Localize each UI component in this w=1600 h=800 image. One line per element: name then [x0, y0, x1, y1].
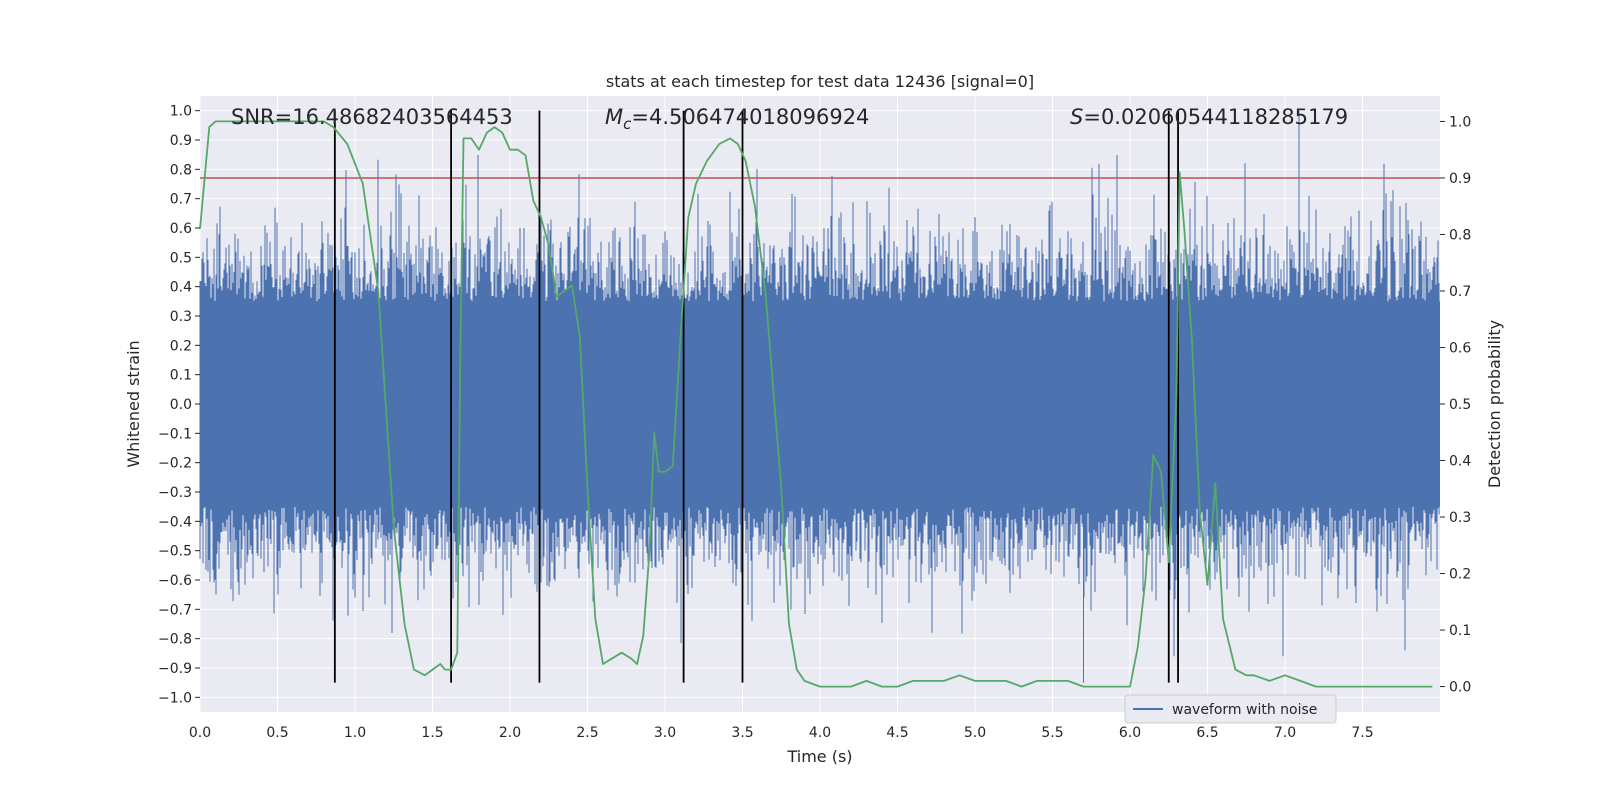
- right-tick-label: 0.3: [1449, 510, 1471, 526]
- left-tick-label: 0.9: [170, 133, 192, 149]
- x-tick-label: 7.0: [1274, 725, 1296, 741]
- left-tick-label: 0.3: [170, 309, 192, 325]
- x-tick-label: 3.5: [731, 725, 753, 741]
- legend-label: waveform with noise: [1172, 702, 1317, 718]
- probability-series: [199, 120, 1433, 688]
- left-tick-label: −0.6: [158, 573, 192, 589]
- left-tick-label: 0.7: [170, 192, 192, 208]
- right-tick-label: 0.9: [1449, 171, 1471, 187]
- right-tick-label: 0.0: [1449, 680, 1471, 696]
- spin-annotation: S=0.02060544118285179: [1070, 105, 1348, 129]
- detection-probability-line: [199, 120, 1433, 688]
- x-tick-label: 6.5: [1196, 725, 1218, 741]
- right-y-axis-label: Detection probability: [1485, 320, 1504, 488]
- left-tick-label: −0.4: [158, 514, 192, 530]
- waveform-line: [199, 110, 1440, 683]
- left-tick-label: −1.0: [158, 690, 192, 706]
- chirp-mass-annotation: Mc=4.506474018096924: [605, 105, 869, 133]
- snr-annotation: SNR=16.48682403564453: [231, 105, 513, 129]
- chirp-mass-value: =4.506474018096924: [631, 105, 869, 129]
- x-tick-label: 7.5: [1351, 725, 1373, 741]
- right-tick-label: 0.1: [1449, 623, 1471, 639]
- right-tick-label: 0.5: [1449, 397, 1471, 413]
- x-tick-label: 0.0: [189, 725, 211, 741]
- x-tick-label: 2.0: [499, 725, 521, 741]
- x-tick-label: 2.5: [576, 725, 598, 741]
- right-tick-label: 0.4: [1449, 454, 1471, 470]
- event-markers: [333, 110, 1179, 683]
- x-tick-label: 6.0: [1119, 725, 1141, 741]
- right-y-axis: 1.0 0.9 0.8 0.7 0.6 0.5 0.4 0.3 0.2 0.1 0.0: [1440, 114, 1471, 696]
- spin-value: =0.02060544118285179: [1083, 105, 1348, 129]
- left-tick-label: −0.2: [158, 456, 192, 472]
- left-tick-label: 0.0: [170, 397, 192, 413]
- left-tick-label: −0.3: [158, 485, 192, 501]
- left-y-axis-label: Whitened strain: [124, 340, 143, 467]
- left-tick-label: 0.4: [170, 280, 192, 296]
- right-tick-label: 0.6: [1449, 340, 1471, 356]
- left-tick-label: 1.0: [170, 104, 192, 120]
- x-tick-label: 1.0: [344, 725, 366, 741]
- left-y-axis: 1.0 0.9 0.8 0.7 0.6 0.5 0.4 0.3 0.2 0.1 0.0 −0.1 −0.…: [158, 104, 200, 706]
- chart-title: stats at each timestep for test data 124…: [606, 72, 1034, 91]
- x-tick-label: 4.5: [886, 725, 908, 741]
- x-axis-label: Time (s): [786, 747, 852, 766]
- x-tick-label: 3.0: [654, 725, 676, 741]
- x-tick-label: 0.5: [266, 725, 288, 741]
- left-tick-label: 0.6: [170, 221, 192, 237]
- spin-symbol: S: [1070, 105, 1083, 129]
- x-tick-label: 5.0: [964, 725, 986, 741]
- left-tick-label: 0.2: [170, 338, 192, 354]
- left-tick-label: 0.5: [170, 250, 192, 266]
- right-tick-label: 0.8: [1449, 227, 1471, 243]
- left-tick-label: −0.8: [158, 632, 192, 648]
- left-tick-label: −0.7: [158, 602, 192, 618]
- right-tick-label: 1.0: [1449, 114, 1471, 130]
- chirp-mass-subscript: c: [623, 115, 632, 133]
- x-tick-label: 4.0: [809, 725, 831, 741]
- right-tick-label: 0.7: [1449, 284, 1471, 300]
- x-axis: 0.0 0.5 1.0 1.5 2.0 2.5 3.0 3.5 4.0 4.5 5.0 5.5 6.0 6…: [189, 725, 1374, 741]
- waveform-series: [199, 110, 1440, 683]
- left-tick-label: −0.1: [158, 426, 192, 442]
- legend: waveform with noise: [1124, 694, 1337, 724]
- chirp-mass-symbol: M: [605, 105, 623, 129]
- left-tick-label: −0.5: [158, 544, 192, 560]
- x-tick-label: 5.5: [1041, 725, 1063, 741]
- legend-box: [1124, 694, 1337, 724]
- left-tick-label: 0.8: [170, 162, 192, 178]
- left-tick-label: 0.1: [170, 368, 192, 384]
- left-tick-label: −0.9: [158, 661, 192, 677]
- x-tick-label: 1.5: [421, 725, 443, 741]
- right-tick-label: 0.2: [1449, 567, 1471, 583]
